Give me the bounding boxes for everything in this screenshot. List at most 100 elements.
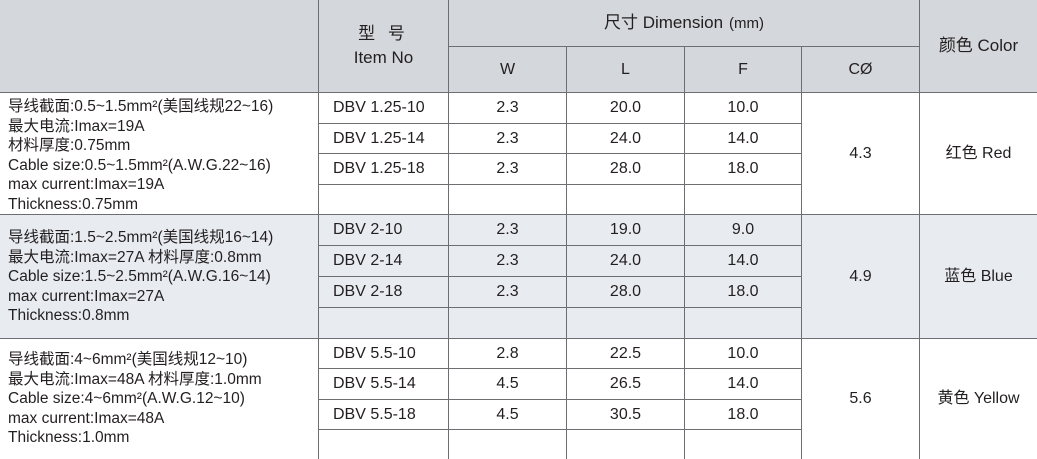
description-line: 最大电流:Imax=48A 材料厚度:1.0mm <box>8 370 262 388</box>
w-value: 2.3 <box>496 283 519 300</box>
spec-description-1-25: 导线截面:0.5~1.5mm²(美国线规22~16) 最大电流:Imax=19A… <box>0 93 319 215</box>
f-value: 14.0 <box>727 252 759 269</box>
f-cell: 14.0 <box>685 369 802 400</box>
description-line: max current:Imax=19A <box>8 176 165 193</box>
empty-cell <box>685 308 802 339</box>
w-value: 2.8 <box>496 344 519 362</box>
header-model-cn: 型 号 <box>358 24 409 44</box>
header-c-cell: CØ <box>802 47 920 93</box>
l-value: 26.5 <box>609 375 642 392</box>
item-no-cell: DBV 1.25-18 <box>319 154 449 185</box>
f-cell: 10.0 <box>685 339 802 369</box>
l-cell: 22.5 <box>567 339 685 369</box>
c-diameter-value: 4.3 <box>849 144 872 162</box>
l-cell: 24.0 <box>567 124 685 154</box>
c-diameter-value: 5.6 <box>849 390 872 407</box>
c-diameter-value: 4.9 <box>849 267 872 285</box>
empty-cell <box>567 308 685 339</box>
empty-cell <box>319 430 449 459</box>
w-cell: 2.3 <box>449 154 567 185</box>
description-line: 导线截面:1.5~2.5mm²(美国线规16~14) <box>8 229 274 246</box>
item-no-cell: DBV 1.25-10 <box>319 93 449 124</box>
l-value: 28.0 <box>609 160 642 177</box>
w-value: 4.5 <box>496 375 519 392</box>
c-diameter-cell: 5.6 <box>802 339 920 459</box>
header-l-cell: L <box>567 47 685 93</box>
w-value: 2.3 <box>496 221 519 238</box>
item-no: DBV 2-14 <box>333 252 403 269</box>
item-no-cell: DBV 5.5-10 <box>319 339 449 369</box>
l-cell: 28.0 <box>567 154 685 185</box>
header-color-label: 颜色 Color <box>938 35 1019 55</box>
description-line: max current:Imax=27A <box>8 287 165 305</box>
color-value: 黄色 Yellow <box>937 390 1020 407</box>
header-w-label: W <box>499 60 516 78</box>
w-cell: 2.3 <box>449 124 567 154</box>
item-no: DBV 2-18 <box>333 283 403 300</box>
empty-cell <box>319 308 449 339</box>
empty-cell <box>567 430 685 459</box>
description-line: 最大电流:Imax=27A 材料厚度:0.8mm <box>8 248 262 266</box>
w-value: 2.3 <box>496 99 519 116</box>
item-no: DBV 1.25-14 <box>333 129 425 147</box>
l-value: 24.0 <box>609 252 642 269</box>
f-cell: 10.0 <box>685 93 802 124</box>
w-cell: 2.8 <box>449 339 567 369</box>
color-cell: 红色 Red <box>920 93 1037 215</box>
w-value: 2.3 <box>496 252 519 269</box>
description-line: Thickness:1.0mm <box>8 429 130 446</box>
header-l-label: L <box>621 60 630 78</box>
f-value: 18.0 <box>727 160 759 177</box>
f-cell: 18.0 <box>685 277 802 308</box>
spec-description-5-5: 导线截面:4~6mm²(美国线规12~10) 最大电流:Imax=48A 材料厚… <box>0 339 319 459</box>
l-value: 30.5 <box>609 405 642 423</box>
header-dimension-cell: 尺寸 Dimension (mm) <box>449 0 920 47</box>
item-no: DBV 2-10 <box>333 221 403 238</box>
item-no-cell: DBV 5.5-18 <box>319 400 449 430</box>
header-f-label: F <box>738 60 748 78</box>
description-line: Cable size:0.5~1.5mm²(A.W.G.22~16) <box>8 156 271 174</box>
w-value: 4.5 <box>496 405 519 423</box>
w-value: 2.3 <box>496 160 519 177</box>
spec-description-2: 导线截面:1.5~2.5mm²(美国线规16~14) 最大电流:Imax=27A… <box>0 215 319 339</box>
w-cell: 2.3 <box>449 277 567 308</box>
header-model-en: Item No <box>353 47 414 67</box>
item-no-cell: DBV 2-10 <box>319 215 449 246</box>
item-no-cell: DBV 2-18 <box>319 277 449 308</box>
item-no-cell: DBV 1.25-14 <box>319 124 449 154</box>
f-value: 9.0 <box>731 221 755 238</box>
color-value: 红色 Red <box>945 144 1012 162</box>
header-dimension-unit: (mm) <box>729 14 765 32</box>
f-value: 18.0 <box>727 283 759 300</box>
description-line: max current:Imax=48A <box>8 409 165 427</box>
description-line: Thickness:0.8mm <box>8 307 130 324</box>
empty-cell <box>685 185 802 215</box>
description-line: Thickness:0.75mm <box>8 195 139 213</box>
color-cell: 黄色 Yellow <box>920 339 1037 459</box>
l-cell: 20.0 <box>567 93 685 124</box>
f-value: 10.0 <box>727 344 759 362</box>
w-value: 2.3 <box>496 129 519 147</box>
empty-cell <box>685 430 802 459</box>
header-item-no-cell: 型 号 Item No <box>319 0 449 93</box>
w-cell: 2.3 <box>449 246 567 277</box>
item-no-cell: DBV 5.5-14 <box>319 369 449 400</box>
item-no: DBV 5.5-18 <box>333 405 416 423</box>
description-line: Cable size:4~6mm²(A.W.G.12~10) <box>8 390 245 407</box>
f-value: 10.0 <box>727 99 759 116</box>
description-line: 最大电流:Imax=19A <box>8 117 145 135</box>
header-dimension-label: 尺寸 Dimension <box>603 12 724 32</box>
item-no: DBV 5.5-10 <box>333 344 416 362</box>
item-no: DBV 5.5-14 <box>333 375 416 392</box>
l-value: 28.0 <box>609 283 642 300</box>
description-line: 导线截面:0.5~1.5mm²(美国线规22~16) <box>8 98 274 115</box>
item-no-cell: DBV 2-14 <box>319 246 449 277</box>
item-no: DBV 1.25-10 <box>333 99 425 116</box>
w-cell: 4.5 <box>449 369 567 400</box>
l-value: 24.0 <box>609 129 642 147</box>
header-f-cell: F <box>685 47 802 93</box>
description-line: 材料厚度:0.75mm <box>8 137 131 154</box>
w-cell: 2.3 <box>449 93 567 124</box>
f-cell: 14.0 <box>685 124 802 154</box>
l-value: 20.0 <box>609 99 642 116</box>
